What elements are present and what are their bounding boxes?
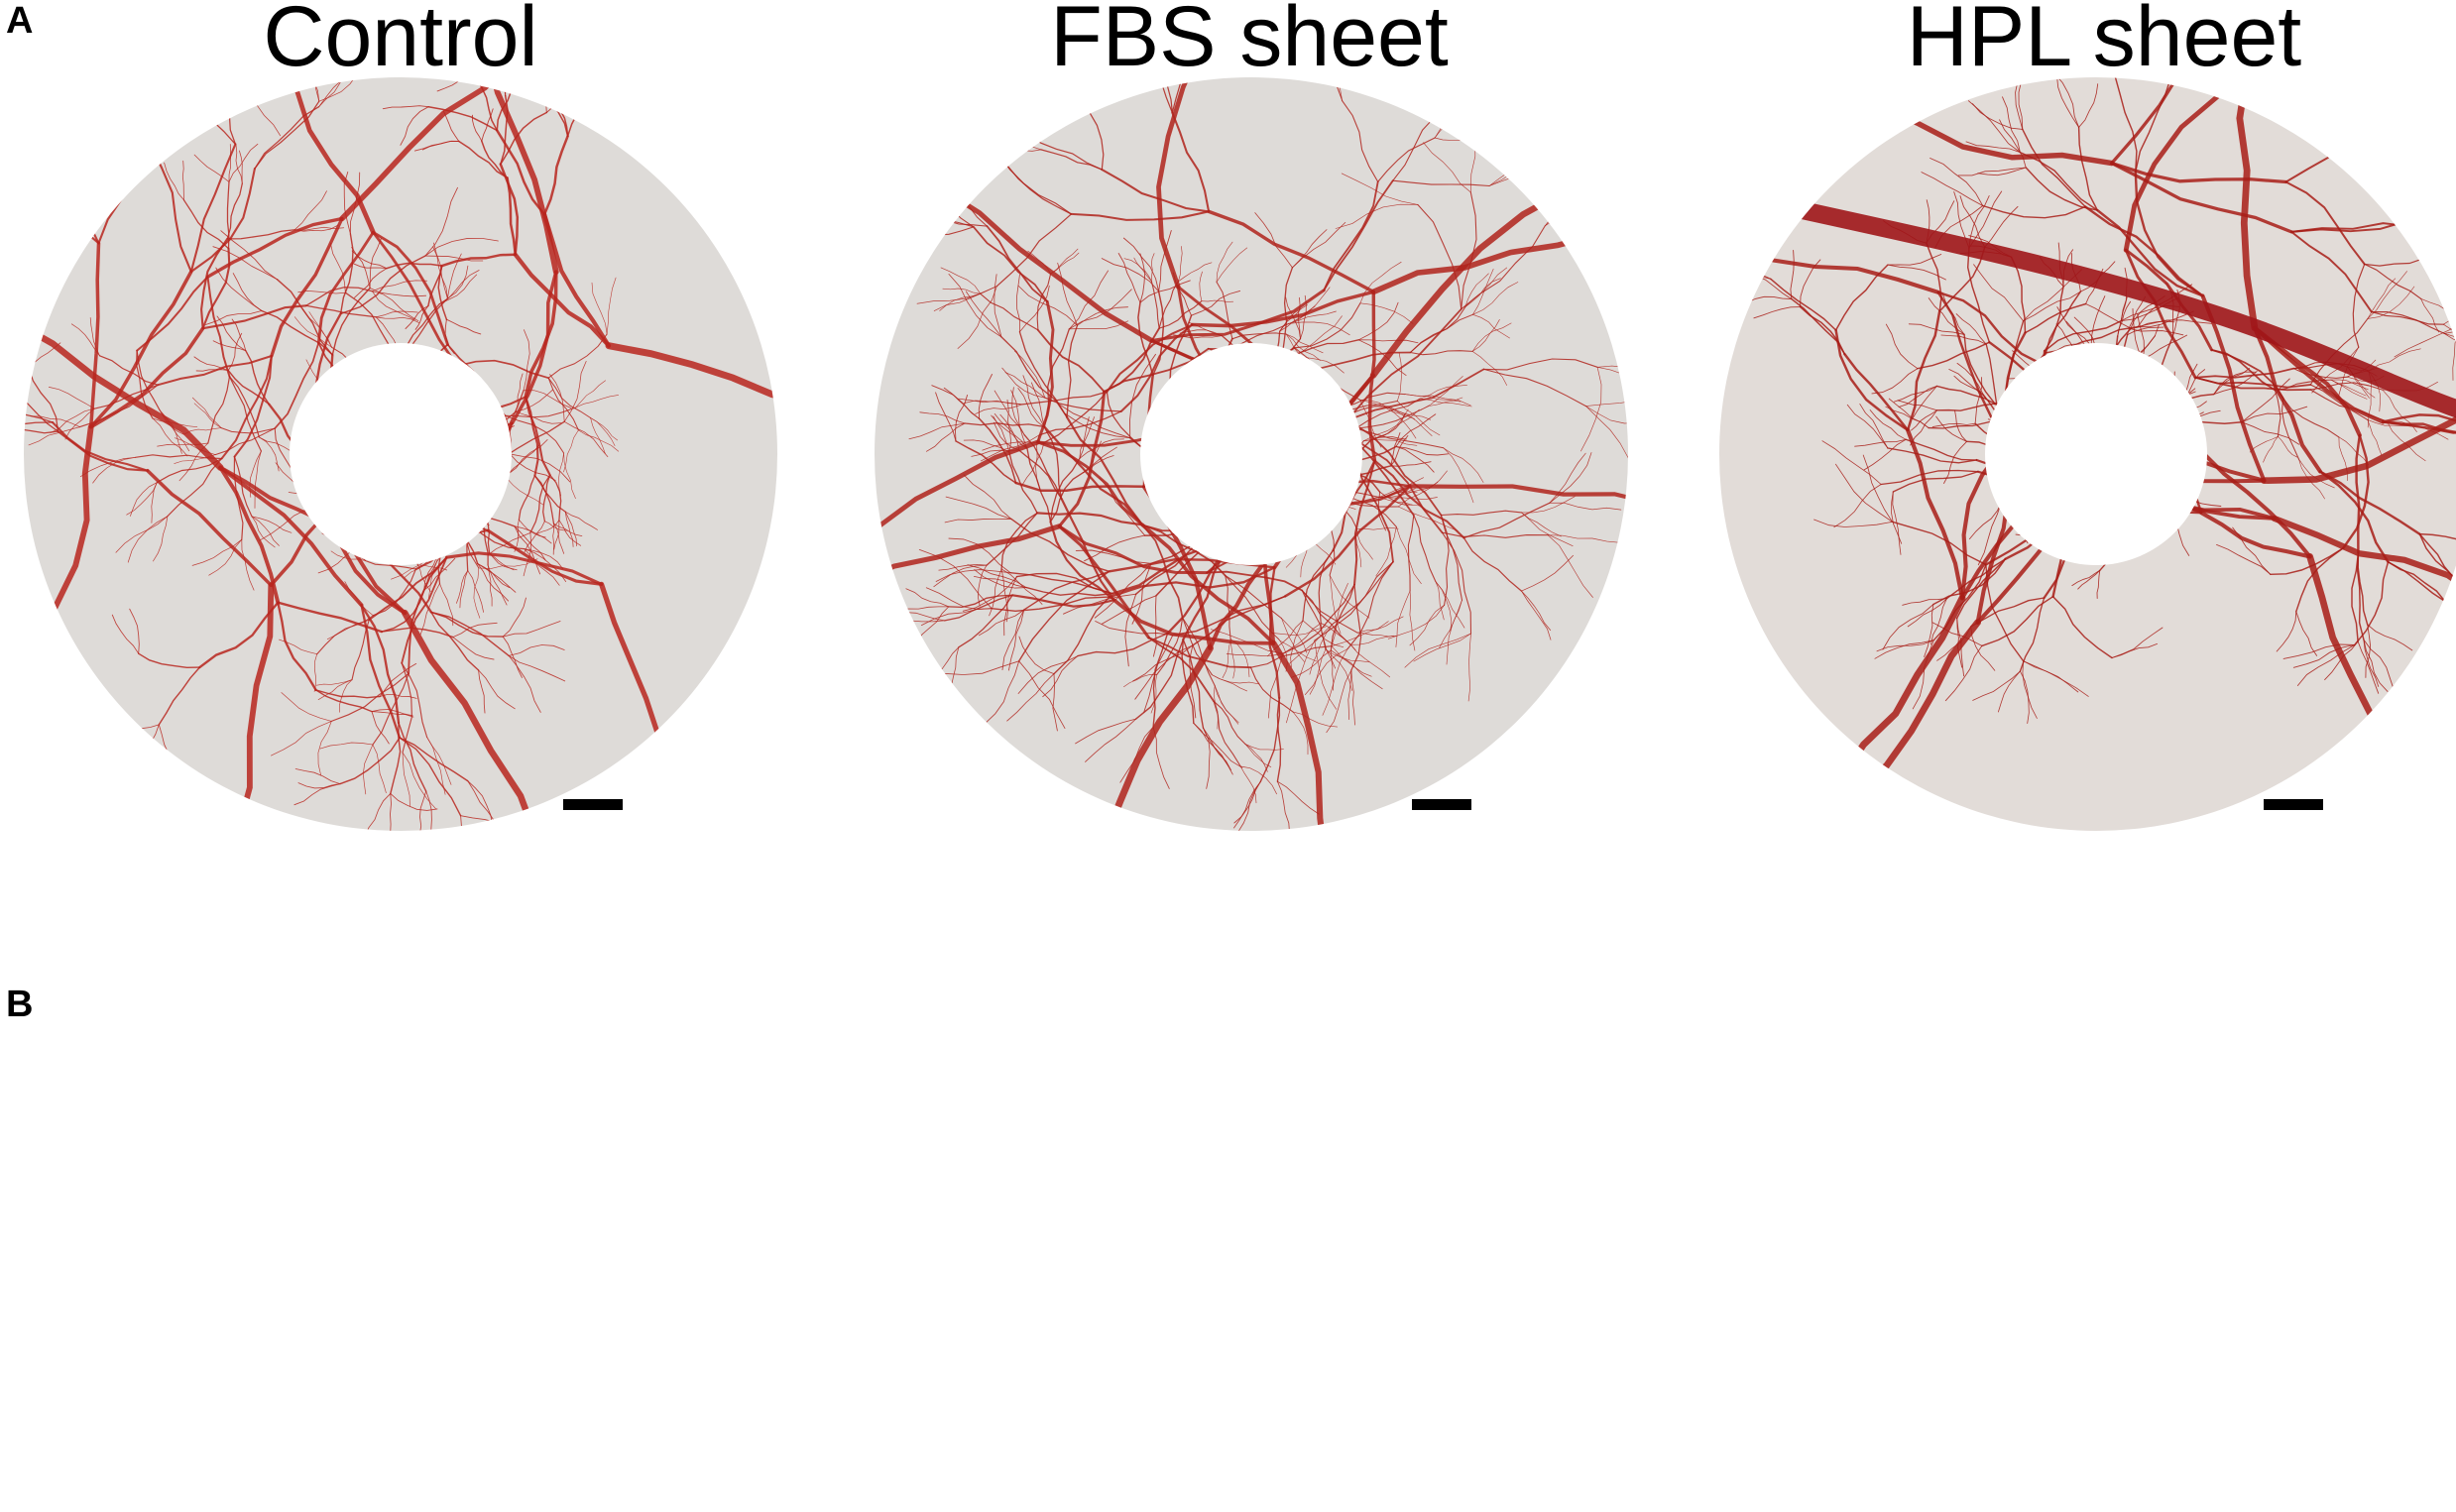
bar-chart-nodes: 0100200300400Nodes/ power filedControl**… <box>1805 996 2360 1512</box>
cam-ring <box>1719 77 2456 831</box>
panel-a-label: A <box>6 0 34 42</box>
image-title-fbs: FBS sheet <box>1050 0 1449 84</box>
cam-ring <box>24 77 777 831</box>
scale-bar <box>1412 799 1471 810</box>
cam-image-hpl-sheet <box>1719 77 2456 831</box>
image-title-control: Control <box>263 0 538 84</box>
bar-chart-capillary-area: 05101520Capillary area (%)Control***FBSs… <box>50 996 605 1512</box>
scale-bar <box>563 799 623 810</box>
image-title-hpl: HPL sheet <box>1906 0 2302 84</box>
cam-ring <box>875 77 1628 831</box>
cam-image-fbs-sheet <box>875 77 1628 831</box>
bar-chart-branch-points: 0204060Branch points/ power filedControl… <box>1239 996 1775 1512</box>
cam-image-control <box>24 77 777 831</box>
bar-chart-capillary-length: 0200400600800Capillary total length(µm/ … <box>615 996 1200 1512</box>
scale-bar <box>2264 799 2323 810</box>
panel-b-label: B <box>6 984 34 1025</box>
